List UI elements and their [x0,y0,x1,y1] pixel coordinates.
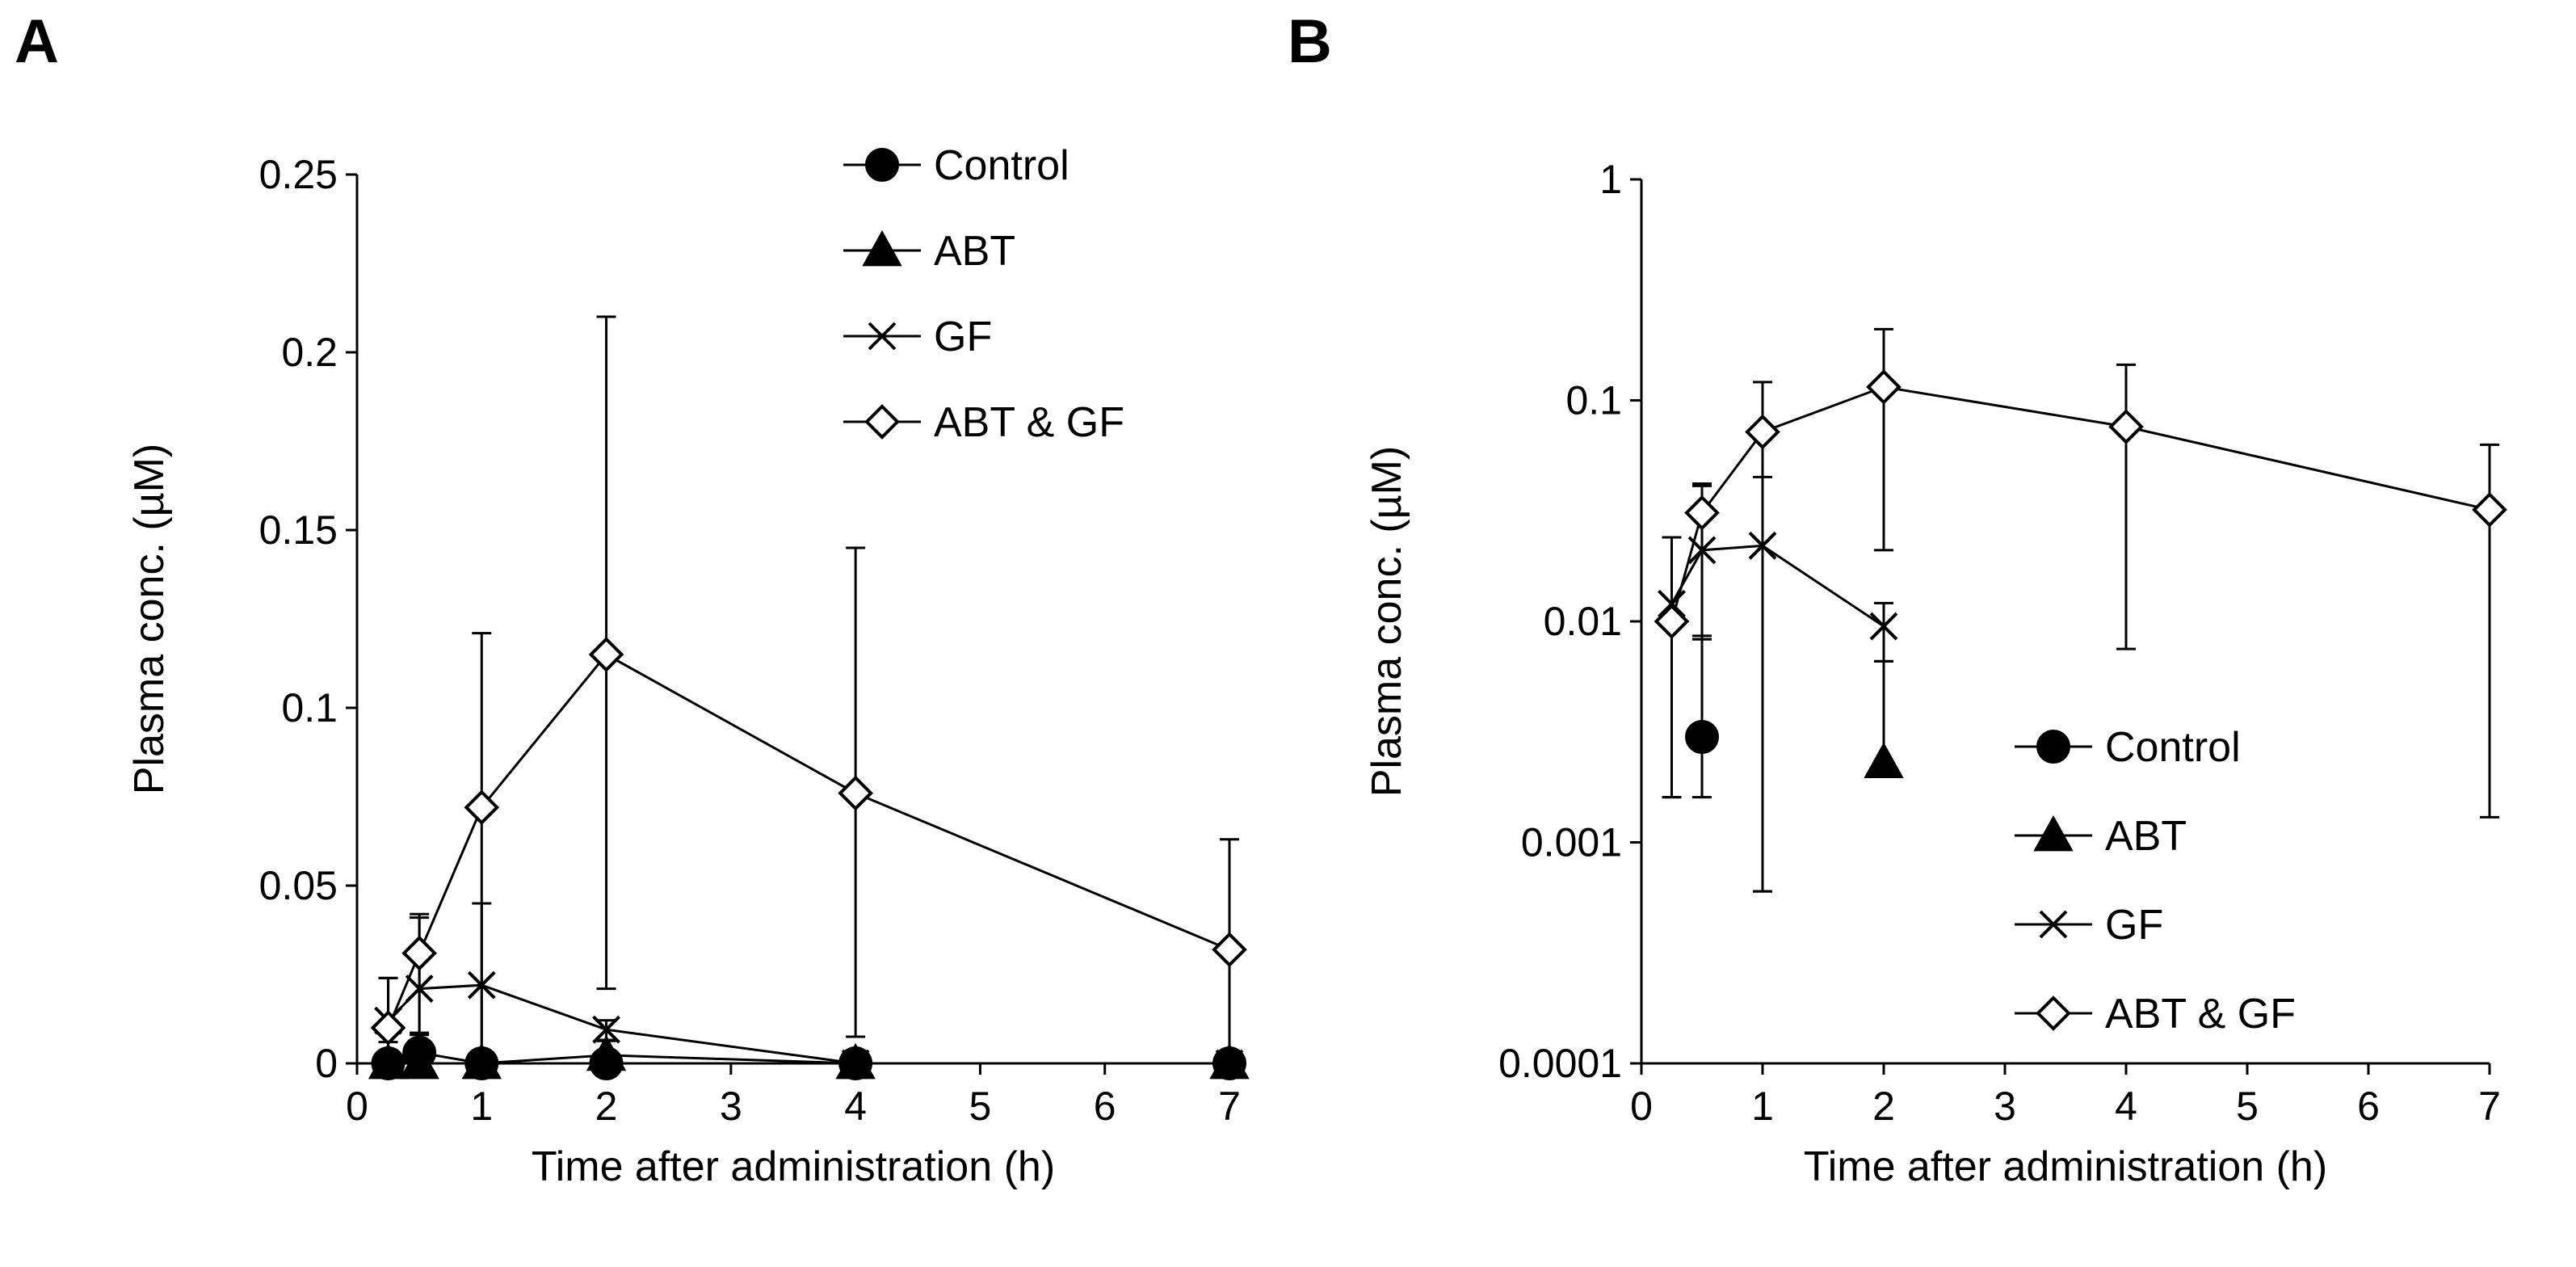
chart-a-legend-marker-control [865,148,899,182]
chart-a-x-tick-label: 7 [1218,1084,1241,1129]
chart-a-legend-label-control: Control [934,142,1069,189]
chart-a-line-abt-and-gf [387,653,1230,1029]
chart-b-legend-label-gf: GF [2105,902,2163,949]
chart-a-y-tick-label: 0.15 [259,507,338,553]
chart-a-line-gf [387,983,1229,1065]
chart-a-point-abt [586,1034,627,1071]
chart-b-x-tick-label: 2 [1872,1084,1895,1129]
chart-b-series-abt-and-gf [1654,327,2507,893]
panel-label-a: A [15,7,59,76]
chart-a-series-gf [374,902,1244,1078]
chart-b-svg: 0.0001 0.001 0.01 0.1 1 0 1 2 3 4 5 6 7 Time after ad… [1364,157,2507,1190]
chart-b-series-abt [1864,659,1904,778]
chart-b-y-tick-label: 0.01 [1544,599,1622,644]
chart-a-point-abt-and-gf [1212,932,1247,968]
chart-a-x-tick-label: 2 [595,1084,618,1129]
chart-b-y-tick-label: 1 [1599,157,1622,202]
chart-b-x-tick-label: 7 [2478,1084,2501,1129]
chart-b-y-tick-label: 0.0001 [1498,1041,1622,1086]
chart-a-legend-label-gf: GF [934,314,992,360]
chart-a-point-abt-and-gf [588,637,624,672]
chart-a-x-tick-label: 1 [470,1084,493,1129]
chart-b-point-control [1685,720,1719,755]
chart-a-x-tick-label: 3 [720,1084,742,1129]
chart-b-point-abt-and-gf [1684,495,1720,531]
chart-b-point-abt-and-gf [2472,492,2507,528]
chart-a-svg: 0 0.05 0.1 0.15 0.2 0.25 0 1 2 3 4 5 6 7 Time after ad… [126,142,1250,1190]
chart-b-legend-label-abt: ABT [2105,813,2187,860]
chart-a-point-abt [399,1042,439,1080]
chart-a-point-abt-and-gf [401,935,437,971]
chart-b-x-tick-label: 6 [2357,1084,2380,1129]
chart-b-line-abt-and-gf [1670,385,2490,622]
chart-b-legend-marker-abt-and-gf [2036,996,2071,1031]
chart-a-series-abt [368,1034,1250,1080]
chart-a-legend-marker-abt [862,229,902,267]
chart-b-legend-label-abt-and-gf: ABT & GF [2105,991,2296,1038]
chart-b-y-axis-title: Plasma conc. (µM) [1364,446,1410,797]
chart-a-x-tick-label: 6 [1094,1084,1116,1129]
chart-a-y-axis-title: Plasma conc. (µM) [126,444,173,794]
chart-a-series-abt-and-gf [370,315,1247,1063]
chart-b-x-tick-label: 4 [2115,1084,2137,1129]
chart-b-point-abt-and-gf [1866,369,1902,405]
chart-a-legend-label-abt-and-gf: ABT & GF [934,399,1124,446]
chart-b-y-tick-label: 0.1 [1565,378,1622,423]
chart-a-y-tick-label: 0.05 [259,863,338,908]
chart-b-legend-marker-control [2036,730,2070,764]
chart-b-legend: Control ABT GF ABT & GF [2015,724,2296,1038]
chart-a-point-gf [592,1015,620,1044]
chart-a-point-abt-and-gf [464,789,500,826]
chart-b-y-tick-label: 0.001 [1521,820,1622,865]
chart-a-y-tick-label: 0 [315,1041,338,1086]
chart-a-y-tick-label: 0.2 [281,330,338,375]
chart-b-x-tick-label: 3 [1994,1084,2016,1129]
chart-b-x-tick-label: 1 [1751,1084,1774,1129]
chart-a-x-tick-label: 4 [844,1084,867,1129]
chart-a-point-abt-and-gf [370,1010,406,1046]
chart-a-x-tick-label: 5 [969,1084,992,1129]
chart-b-legend-marker-gf [2039,910,2068,939]
chart-b-point-abt [1864,742,1904,778]
panel-a: A 0 0.05 0.1 0.15 0.2 0.25 0 1 2 3 4 5 6 7 Time after … [15,7,1250,1190]
chart-a-legend: Control ABT GF ABT & GF [843,142,1124,446]
chart-b-point-abt-and-gf [2108,409,2144,444]
chart-a-point-gf [841,1049,870,1078]
chart-b-series-control [1685,638,1719,799]
chart-b-line-gf [1670,544,1885,628]
chart-a-legend-marker-gf [868,322,897,351]
panel-label-b: B [1288,7,1332,76]
chart-a-legend-marker-abt-and-gf [864,404,900,440]
chart-a-point-abt-and-gf [838,775,873,811]
chart-b-legend-marker-abt [2033,814,2074,852]
chart-a-x-tick-label: 0 [346,1084,368,1129]
chart-b-point-abt-and-gf [1745,414,1780,450]
chart-a-y-tick-label: 0.1 [281,685,338,730]
chart-b-legend-label-control: Control [2105,724,2241,771]
chart-b-x-axis-title: Time after administration (h) [1804,1143,2327,1190]
panel-b: B 0.0001 0.001 0.01 0.1 1 0 1 2 3 4 5 6 7 Time after … [1288,0,2576,1267]
chart-a-legend-label-abt: ABT [934,228,1015,275]
chart-b-x-tick-label: 0 [1630,1084,1653,1129]
chart-a-point-abt [368,1042,409,1080]
chart-b-x-tick-label: 5 [2236,1084,2259,1129]
chart-a-y-tick-label: 0.25 [259,152,338,197]
chart-a-point-gf [1215,1049,1244,1078]
chart-b-point-abt-and-gf [1654,604,1690,639]
chart-b-point-gf [1869,612,1898,641]
chart-a-x-axis-title: Time after administration (h) [532,1143,1055,1190]
